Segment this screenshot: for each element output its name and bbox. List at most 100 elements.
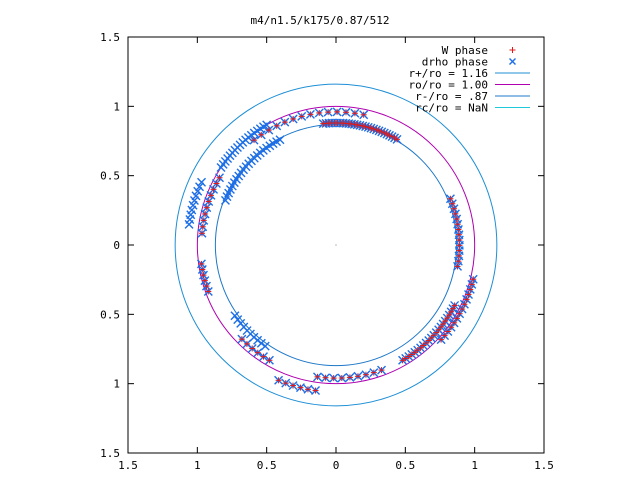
w-phase-point [370, 125, 377, 132]
w-phase-point [251, 137, 258, 144]
w-phase-point [304, 386, 311, 393]
legend-label: r-/ro = .87 [415, 90, 488, 103]
drho-phase-point [220, 195, 230, 205]
w-phase-point [446, 311, 453, 318]
w-phase-point [423, 340, 430, 347]
w-phase-point [405, 353, 412, 360]
w-phase-point [402, 355, 409, 362]
w-phase-point [330, 375, 337, 382]
w-phase-point [376, 127, 383, 134]
ref-circle [196, 105, 476, 385]
w-phase-point [249, 345, 256, 352]
w-phase-point [312, 387, 319, 394]
w-phase-point [425, 337, 432, 344]
w-phase-point [386, 132, 393, 139]
w-phase-point [509, 47, 516, 53]
w-phase-point [334, 108, 341, 115]
w-phase-point [441, 332, 448, 339]
w-phase-point [205, 198, 212, 205]
w-phase-point [456, 237, 463, 244]
w-phase-point [383, 131, 390, 138]
w-phase-point [199, 223, 206, 230]
w-phase-point [202, 210, 209, 217]
x-tick-label: 0.5 [257, 459, 277, 472]
w-phase-point [470, 276, 477, 283]
w-phase-point [454, 263, 461, 270]
w-phase-point [389, 133, 396, 140]
legend-label: ro/ro = 1.00 [409, 79, 488, 92]
w-phase-point [354, 373, 361, 380]
w-phase-point [243, 340, 250, 347]
w-phase-point [463, 296, 470, 303]
drho-phase-point [216, 162, 226, 172]
w-phase-point [428, 334, 435, 341]
w-phase-point [314, 373, 321, 380]
y-tick-label: 1.5 [100, 31, 120, 44]
w-phase-point [359, 122, 366, 129]
w-phase-point [442, 318, 449, 325]
y-tick-label: 1.5 [100, 447, 120, 460]
w-phase-point [452, 210, 459, 217]
w-phase-point [449, 305, 456, 312]
w-phase-point [455, 231, 462, 238]
chart-title: m4/n1.5/k175/0.87/512 [250, 14, 389, 27]
w-phase-point [373, 126, 380, 133]
drho-phase-point [509, 58, 516, 65]
x-tick-label: 0.5 [395, 459, 415, 472]
w-phase-point [453, 216, 460, 223]
w-phase-point [198, 260, 205, 267]
w-phase-point [391, 134, 398, 141]
w-phase-point [465, 291, 472, 298]
w-phase-point [199, 230, 206, 237]
w-phase-point [456, 247, 463, 254]
w-phase-point [275, 377, 282, 384]
drho-phase-point [230, 311, 240, 321]
w-phase-point [298, 113, 305, 120]
w-phase-point [201, 277, 208, 284]
w-phase-point [456, 242, 463, 249]
w-phase-point [199, 266, 206, 273]
ref-circle [174, 83, 498, 407]
w-phase-point [205, 288, 212, 295]
w-phase-point [467, 286, 474, 293]
w-phase-point [346, 374, 353, 381]
w-phase-point [438, 336, 445, 343]
x-tick-label: 1 [194, 459, 201, 472]
drho-phase-point [260, 341, 270, 351]
w-phase-point [459, 306, 466, 313]
w-phase-point [444, 315, 451, 322]
legend-label: drho phase [422, 56, 488, 69]
w-phase-point [210, 186, 217, 193]
w-phase-point [325, 109, 332, 116]
w-phase-point [260, 353, 267, 360]
w-phase-point [316, 109, 323, 116]
w-phase-point [200, 217, 207, 224]
x-tick-label: 0 [333, 459, 340, 472]
w-phase-point [367, 125, 374, 132]
w-phase-point [266, 357, 273, 364]
phase-points [184, 107, 478, 396]
w-phase-point [378, 367, 385, 374]
w-phase-point [365, 124, 372, 131]
w-phase-point [207, 192, 214, 199]
w-phase-point [456, 310, 463, 317]
w-phase-point [200, 272, 207, 279]
w-phase-point [338, 374, 345, 381]
x-tick-label: 1.5 [118, 459, 138, 472]
w-phase-point [213, 180, 220, 187]
w-phase-point [378, 128, 385, 135]
w-phase-point [449, 200, 456, 207]
x-tick-label: 1.5 [534, 459, 554, 472]
w-phase-point [238, 336, 245, 343]
w-phase-point [447, 195, 454, 202]
w-phase-point [307, 111, 314, 118]
w-phase-point [351, 110, 358, 117]
w-phase-point [297, 384, 304, 391]
w-phase-point [455, 252, 462, 259]
w-phase-point [455, 226, 462, 233]
x-tick-label: 1 [471, 459, 478, 472]
w-phase-point [362, 371, 369, 378]
